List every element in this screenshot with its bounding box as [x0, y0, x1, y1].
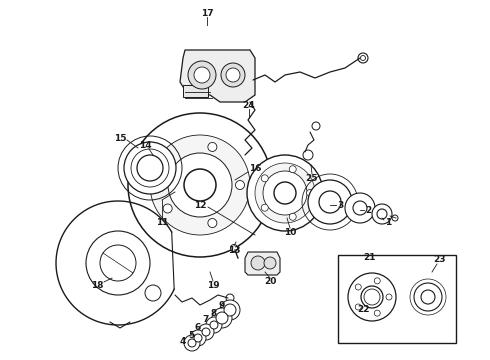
Text: 19: 19 [207, 280, 220, 289]
Circle shape [319, 191, 341, 213]
Polygon shape [180, 50, 255, 102]
Circle shape [261, 175, 268, 182]
Circle shape [289, 213, 296, 220]
Text: 14: 14 [139, 140, 151, 149]
Circle shape [208, 219, 217, 228]
Circle shape [216, 312, 228, 324]
Circle shape [355, 304, 361, 310]
Circle shape [308, 180, 352, 224]
Circle shape [312, 122, 320, 130]
Circle shape [345, 193, 375, 223]
Circle shape [374, 310, 380, 316]
Text: 12: 12 [194, 201, 206, 210]
Circle shape [194, 334, 202, 342]
Circle shape [221, 63, 245, 87]
Circle shape [358, 53, 368, 63]
Text: 17: 17 [201, 9, 213, 18]
Text: 9: 9 [219, 301, 225, 310]
Bar [338, 255, 456, 343]
Text: 23: 23 [434, 256, 446, 265]
Polygon shape [245, 252, 280, 275]
Circle shape [202, 328, 210, 336]
Circle shape [392, 215, 398, 221]
Circle shape [274, 182, 296, 204]
Circle shape [374, 278, 380, 284]
Text: 25: 25 [306, 174, 318, 183]
Circle shape [206, 317, 222, 333]
Circle shape [289, 166, 296, 173]
Text: 6: 6 [195, 324, 201, 333]
Circle shape [353, 201, 367, 215]
Circle shape [224, 304, 236, 316]
Text: 20: 20 [264, 278, 276, 287]
Circle shape [210, 321, 218, 329]
Circle shape [361, 286, 383, 308]
Text: 16: 16 [249, 163, 261, 172]
Text: 22: 22 [357, 306, 369, 315]
Circle shape [355, 284, 361, 290]
Circle shape [226, 68, 240, 82]
Circle shape [168, 153, 232, 217]
Circle shape [372, 204, 392, 224]
Circle shape [128, 113, 272, 257]
Text: 2: 2 [365, 206, 371, 215]
Circle shape [251, 256, 265, 270]
Circle shape [348, 273, 396, 321]
Text: 3: 3 [337, 201, 343, 210]
Circle shape [190, 330, 206, 346]
Circle shape [236, 180, 245, 189]
Circle shape [163, 157, 172, 166]
Circle shape [208, 143, 217, 152]
Circle shape [377, 209, 387, 219]
Circle shape [226, 294, 234, 302]
Text: 13: 13 [228, 246, 240, 255]
Text: 7: 7 [203, 315, 209, 324]
Circle shape [263, 171, 307, 215]
Circle shape [230, 244, 238, 252]
Text: 10: 10 [284, 228, 296, 237]
Circle shape [307, 189, 314, 197]
Circle shape [264, 257, 276, 269]
Circle shape [163, 204, 172, 213]
Circle shape [247, 155, 323, 231]
Text: 8: 8 [211, 309, 217, 318]
Text: 21: 21 [364, 253, 376, 262]
Circle shape [261, 204, 268, 211]
Circle shape [361, 55, 366, 60]
Circle shape [124, 142, 176, 194]
Circle shape [386, 294, 392, 300]
Text: 15: 15 [114, 134, 126, 143]
Text: 1: 1 [385, 217, 391, 226]
Text: 11: 11 [156, 217, 168, 226]
Bar [183, 85, 208, 97]
Circle shape [212, 308, 232, 328]
Circle shape [184, 169, 216, 201]
Circle shape [414, 283, 442, 311]
Circle shape [137, 155, 163, 181]
Circle shape [188, 339, 196, 347]
Text: 4: 4 [180, 338, 186, 346]
Circle shape [421, 290, 435, 304]
Circle shape [364, 289, 380, 305]
Text: 18: 18 [91, 280, 103, 289]
Circle shape [194, 67, 210, 83]
Circle shape [255, 163, 315, 223]
Text: 5: 5 [188, 330, 194, 339]
Circle shape [198, 324, 214, 340]
Circle shape [150, 135, 250, 235]
Circle shape [184, 335, 200, 351]
Circle shape [190, 175, 210, 195]
Circle shape [220, 300, 240, 320]
Circle shape [303, 150, 313, 160]
Circle shape [188, 61, 216, 89]
Text: 24: 24 [243, 100, 255, 109]
